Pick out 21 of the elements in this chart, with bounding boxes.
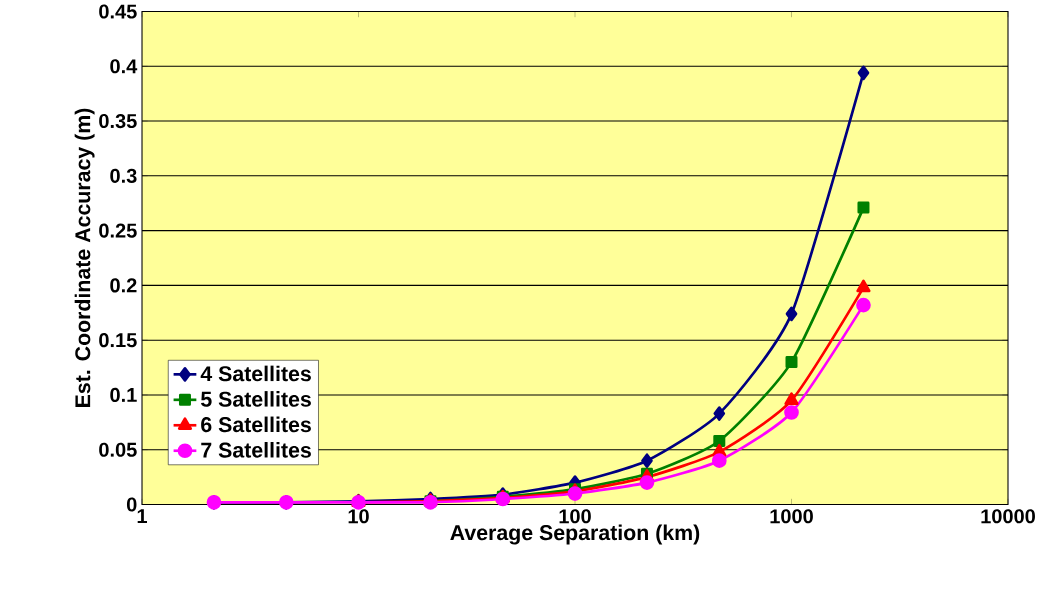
y-tick-label: 0.25 (99, 223, 137, 238)
legend-label: 4 Satellites (200, 365, 311, 382)
y-tick-label: 0.45 (99, 4, 137, 19)
y-tick-label: 0.4 (110, 59, 138, 74)
x-tick-label: 10 (348, 509, 369, 524)
y-axis-title: Est. Coordinate Accuracy (m) (74, 108, 95, 408)
y-tick-label: 0 (126, 497, 137, 512)
y-tick-label: 0.2 (110, 278, 137, 293)
legend-label: 5 Satellites (201, 391, 311, 408)
x-tick-label: 1 (137, 509, 148, 524)
y-tick-label: 0.05 (99, 442, 137, 458)
x-tick-label: 100 (559, 509, 591, 524)
legend-label: 7 Satellites (201, 442, 311, 458)
y-tick-label: 0.15 (99, 333, 137, 348)
legend-label: 6 Satellites (201, 416, 311, 433)
y-tick-label: 0.3 (110, 168, 137, 184)
y-tick-label: 0.1 (110, 388, 137, 403)
x-tick-label: 10000 (981, 509, 1035, 524)
x-tick-label: 1000 (770, 509, 813, 524)
x-axis-title: Average Separation (km) (450, 524, 700, 545)
y-tick-label: 0.35 (99, 114, 137, 129)
